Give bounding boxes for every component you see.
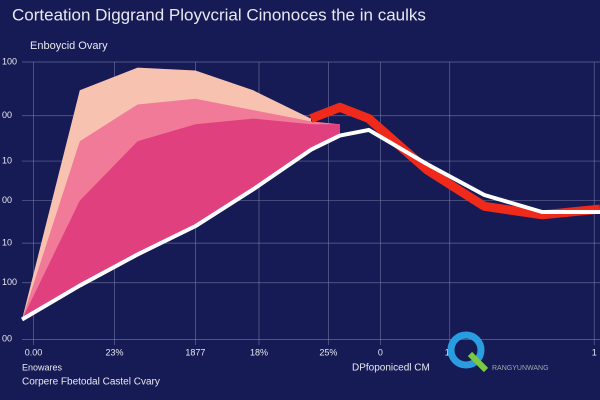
x-tick-label: 18% xyxy=(250,347,268,357)
x-axis-label: Enowares xyxy=(22,362,63,372)
x-tick-label: 23% xyxy=(105,347,123,357)
line xyxy=(309,102,600,220)
y-tick-label: 10 xyxy=(2,155,12,165)
x-tick-label: 0 xyxy=(378,347,383,357)
y-tick-label: 10 xyxy=(2,237,12,247)
y-tick-label: 00 xyxy=(2,110,12,120)
y-tick-label: 100 xyxy=(2,277,17,287)
area xyxy=(22,118,340,320)
watermark-logo: RANGYUNWANG xyxy=(447,331,549,373)
y-tick-label: 00 xyxy=(2,334,12,344)
line xyxy=(20,127,600,322)
x-axis-label-2: Corpere Fbetodal Castel Cvary xyxy=(22,377,160,388)
watermark: RANGYUNWANG xyxy=(492,365,549,372)
x-tick-label: 25% xyxy=(319,347,337,357)
x-axis-label-right: DPfoponicedl CM xyxy=(352,363,430,374)
x-tick-label: 1877 xyxy=(185,347,205,357)
y-tick-label: 100 xyxy=(2,56,17,66)
x-tick-label: 0.00 xyxy=(25,347,43,357)
chart-title: Corteation Diggrand Ployvcrial Cinonoces… xyxy=(12,5,426,24)
x-tick-label: 1 xyxy=(592,347,597,357)
y-tick-label: 00 xyxy=(2,195,12,205)
chart-subtitle: Enboycid Ovary xyxy=(30,40,108,52)
